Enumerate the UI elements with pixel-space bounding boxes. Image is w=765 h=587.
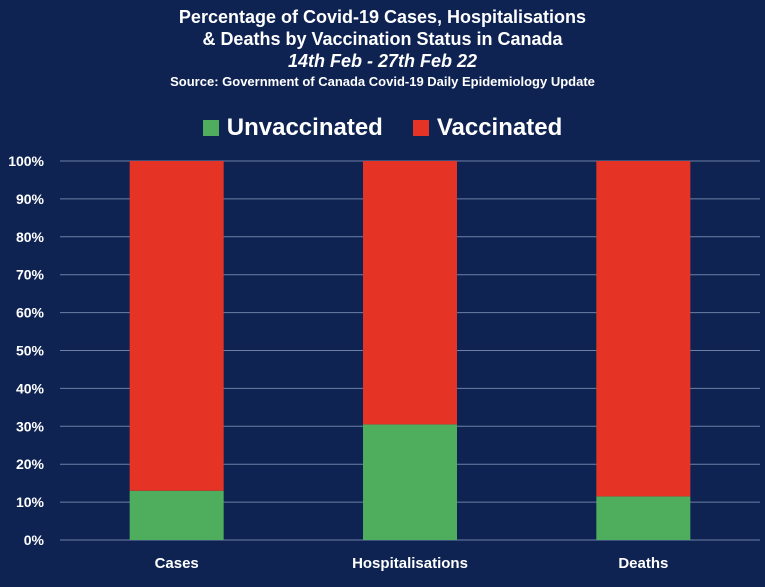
legend-swatch-unvaccinated: [202, 120, 219, 136]
y-tick-label: 60%: [16, 305, 45, 321]
y-tick-label: 10%: [16, 494, 45, 510]
y-tick-label: 0%: [24, 532, 45, 548]
y-tick-label: 70%: [16, 267, 45, 283]
y-tick-label: 80%: [16, 229, 45, 245]
legend-label-unvaccinated: Unvaccinated: [226, 114, 383, 141]
x-tick-label: Hospitalisations: [352, 555, 468, 572]
bar-unvaccinated-deaths: [596, 496, 691, 540]
y-tick-label: 100%: [8, 153, 44, 169]
bar-vaccinated-hospitalisations: [363, 161, 457, 425]
chart-title-block: Percentage of Covid-19 Cases, Hospitalis…: [0, 6, 765, 91]
bar-unvaccinated-cases: [129, 490, 224, 540]
chart-source: Source: Government of Canada Covid-19 Da…: [170, 74, 595, 89]
legend-swatch-vaccinated: [412, 120, 429, 136]
x-tick-label: Deaths: [618, 555, 668, 572]
chart-legend: Unvaccinated Vaccinated: [0, 114, 765, 142]
x-tick-label: Cases: [155, 555, 199, 572]
y-tick-label: 20%: [16, 456, 45, 472]
bar-vaccinated-cases: [129, 161, 224, 491]
chart-title-line-2: & Deaths by Vaccination Status in Canada: [202, 29, 563, 49]
chart-subtitle: 14th Feb - 27th Feb 22: [287, 51, 478, 71]
bar-vaccinated-deaths: [596, 161, 691, 497]
y-tick-label: 90%: [16, 191, 45, 207]
chart-title-line-1: Percentage of Covid-19 Cases, Hospitalis…: [178, 7, 587, 27]
legend-label-vaccinated: Vaccinated: [436, 114, 563, 141]
legend-item-unvaccinated: Unvaccinated: [202, 114, 383, 142]
y-tick-label: 50%: [16, 343, 45, 359]
bar-unvaccinated-hospitalisations: [363, 424, 457, 540]
y-tick-label: 40%: [16, 380, 45, 396]
legend-item-vaccinated: Vaccinated: [412, 114, 563, 142]
y-tick-label: 30%: [16, 418, 45, 434]
